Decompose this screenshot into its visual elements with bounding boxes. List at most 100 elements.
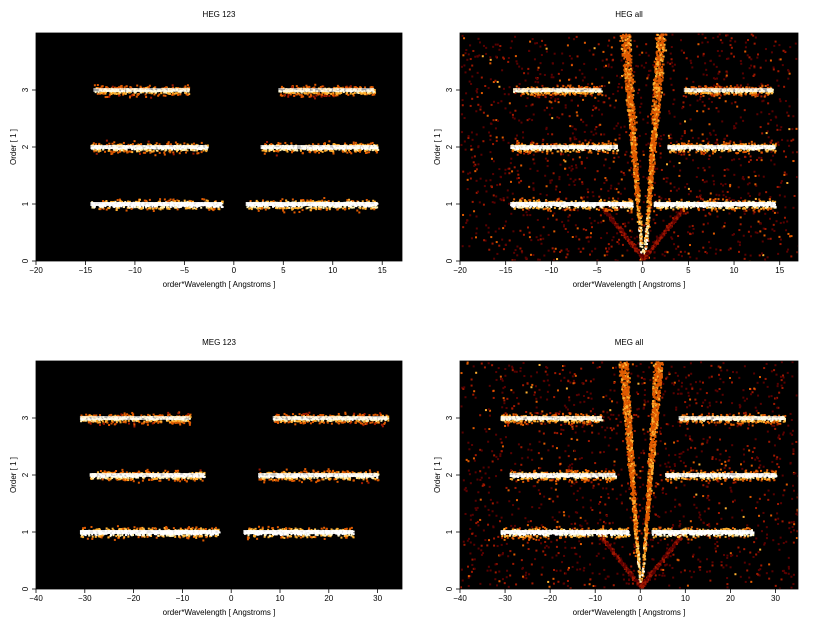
noise-cell <box>608 82 610 84</box>
band-cell <box>340 92 342 94</box>
noise-cell <box>510 181 512 183</box>
noise-cell <box>659 117 661 119</box>
noise-cell <box>658 196 660 198</box>
noise-cell <box>480 154 482 156</box>
noise-cell <box>623 174 625 176</box>
noise-cell <box>686 158 688 160</box>
noise-cell <box>597 170 599 172</box>
band-cell <box>285 199 287 201</box>
noise-cell <box>567 231 569 233</box>
noise-cell <box>713 63 715 65</box>
noise-cell <box>693 228 695 230</box>
noise-cell <box>601 113 603 115</box>
noise-cell <box>562 209 564 211</box>
noise-cell <box>569 137 571 139</box>
noise-cell <box>739 244 741 246</box>
zeroth-order-cell <box>634 136 636 138</box>
band-cell <box>265 209 267 211</box>
noise-cell <box>603 182 605 184</box>
noise-cell <box>773 163 775 165</box>
band-cell <box>108 143 110 145</box>
band-cell <box>172 151 174 153</box>
band-cell <box>309 96 311 98</box>
band-cell <box>168 208 170 210</box>
noise-cell <box>620 171 622 173</box>
noise-cell <box>469 172 471 174</box>
noise-cell <box>764 258 766 260</box>
band-cell <box>166 208 168 210</box>
noise-cell <box>783 174 785 176</box>
band-cell <box>281 198 283 200</box>
band-cell <box>222 201 224 203</box>
noise-cell <box>496 140 498 142</box>
noise-cell <box>679 123 681 125</box>
band-cell <box>309 151 311 153</box>
noise-cell <box>767 256 769 258</box>
band-cell <box>265 150 267 152</box>
noise-cell <box>723 138 725 140</box>
noise-cell <box>545 128 547 130</box>
band-cell <box>301 94 303 96</box>
noise-cell <box>791 235 793 237</box>
band-cell <box>208 209 210 211</box>
zeroth-order-cell <box>629 60 631 62</box>
noise-cell <box>783 150 785 152</box>
noise-cell <box>498 49 500 51</box>
noise-cell <box>473 161 475 163</box>
noise-cell <box>706 180 708 182</box>
noise-cell <box>699 98 701 100</box>
noise-cell <box>594 220 596 222</box>
noise-cell <box>659 145 661 147</box>
noise-cell <box>595 107 597 109</box>
noise-cell <box>704 62 706 64</box>
band-cell <box>302 152 304 154</box>
noise-cell <box>708 98 710 100</box>
noise-cell <box>777 186 779 188</box>
noise-cell <box>614 188 616 190</box>
band-cell <box>328 140 330 142</box>
noise-cell <box>708 166 710 168</box>
band-cell <box>188 93 190 95</box>
band-cell <box>153 150 155 152</box>
noise-cell <box>525 105 527 107</box>
band-cell <box>105 96 107 98</box>
band-cell <box>348 207 350 209</box>
band-cell <box>273 200 275 202</box>
noise-cell <box>723 209 725 211</box>
band-cell <box>137 206 139 208</box>
noise-cell <box>733 158 735 160</box>
noise-cell <box>641 52 643 54</box>
noise-cell <box>618 83 620 85</box>
noise-cell <box>539 259 541 261</box>
noise-cell <box>643 225 645 227</box>
noise-cell <box>624 126 626 128</box>
noise-cell <box>492 243 494 245</box>
noise-cell <box>755 37 757 39</box>
noise-cell <box>557 98 559 100</box>
noise-cell <box>555 185 557 187</box>
noise-cell <box>744 156 746 158</box>
zeroth-order-cell <box>659 46 661 48</box>
band-cell <box>93 150 95 152</box>
noise-cell <box>489 62 491 64</box>
noise-cell <box>480 106 482 108</box>
band-cell <box>128 150 130 152</box>
noise-cell <box>785 100 787 102</box>
noise-cell <box>718 194 720 196</box>
noise-cell <box>489 151 491 153</box>
noise-cell <box>477 38 479 40</box>
noise-cell <box>620 193 622 195</box>
band-cell <box>360 93 362 95</box>
zeroth-order-cell <box>654 82 656 84</box>
noise-cell <box>550 97 552 99</box>
noise-cell <box>774 212 776 214</box>
noise-cell <box>709 155 711 157</box>
noise-cell <box>640 103 642 105</box>
noise-cell <box>702 33 704 35</box>
noise-cell <box>770 119 772 121</box>
band-cell <box>141 207 143 209</box>
zeroth-order-cell <box>631 156 633 158</box>
band-cell <box>314 151 316 153</box>
noise-cell <box>709 60 711 62</box>
band-cell <box>177 94 179 96</box>
